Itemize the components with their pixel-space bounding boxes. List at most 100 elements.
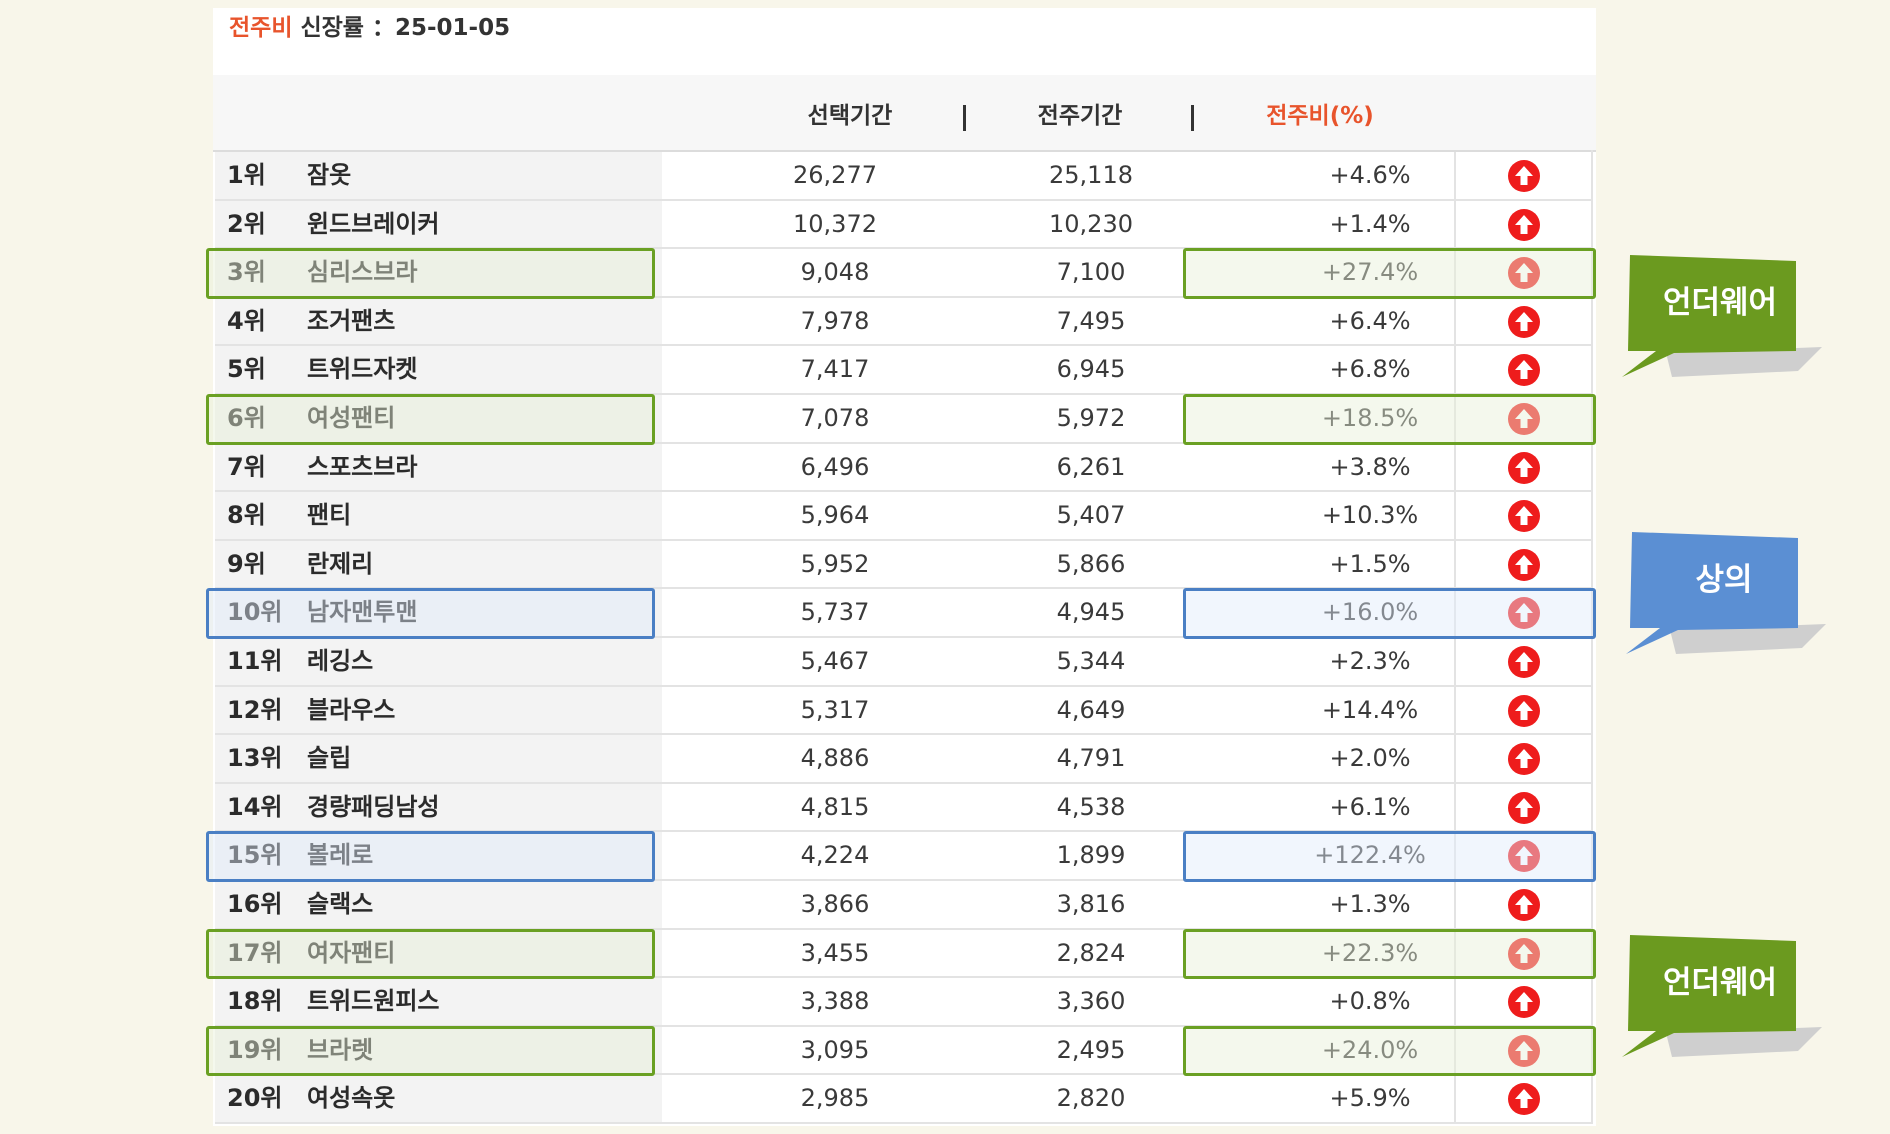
table-row[interactable]: 9위 란제리 5,952 5,866 +1.5% — [215, 540, 1592, 590]
table-row[interactable]: 8위 팬티 5,964 5,407 +10.3% — [215, 492, 1592, 541]
keyword-label[interactable]: 조거팬츠 — [307, 306, 396, 335]
keyword-label[interactable]: 윈드브레이커 — [307, 209, 440, 238]
previous-period-value: 7,495 — [1056, 306, 1126, 335]
week-over-week-value: +6.8% — [1329, 355, 1411, 384]
keyword-cell: 17위 여자팬티 — [215, 929, 662, 977]
table-row[interactable]: 4위 조거팬츠 7,978 7,495 +6.4% — [215, 297, 1592, 347]
selected-period-value: 2,985 — [800, 1084, 870, 1113]
keyword-label[interactable]: 브라렛 — [307, 1035, 374, 1064]
column-header-selected[interactable]: 선택기간 — [807, 103, 893, 129]
keyword-label[interactable]: 트위드원피스 — [307, 987, 440, 1016]
keyword-label[interactable]: 스포츠브라 — [307, 452, 418, 481]
keyword-cell: 6위 여성팬티 — [215, 394, 662, 442]
keyword-cell: 7위 스포츠브라 — [215, 443, 662, 491]
arrow-up-circle-icon — [1508, 402, 1540, 435]
keyword-label[interactable]: 여성팬티 — [307, 403, 396, 432]
previous-period-value: 2,820 — [1056, 1084, 1126, 1113]
previous-period-value: 4,538 — [1056, 792, 1126, 821]
arrow-up-circle-icon — [1508, 500, 1540, 533]
selected-period-value: 3,095 — [800, 1035, 870, 1064]
table-row[interactable]: 19위 브라렛 3,095 2,495 +24.0% — [215, 1026, 1592, 1076]
keyword-label[interactable]: 남자맨투맨 — [307, 598, 418, 627]
arrow-up-circle-icon — [1508, 1034, 1540, 1067]
table-row[interactable]: 12위 블라우스 5,317 4,649 +14.4% — [215, 686, 1592, 736]
week-over-week-value: +1.4% — [1329, 209, 1411, 238]
rank-label: 6위 — [227, 403, 266, 432]
keyword-label[interactable]: 팬티 — [307, 501, 352, 530]
week-over-week-value: +24.0% — [1321, 1035, 1419, 1064]
keyword-label[interactable]: 볼레로 — [307, 841, 374, 870]
keyword-label[interactable]: 여자팬티 — [307, 938, 396, 967]
previous-period-value: 5,344 — [1056, 646, 1126, 675]
rank-label: 18위 — [227, 987, 283, 1016]
arrow-up-circle-icon — [1508, 791, 1540, 824]
week-over-week-value: +1.3% — [1329, 889, 1411, 918]
table-row[interactable]: 11위 레깅스 5,467 5,344 +2.3% — [215, 637, 1592, 687]
week-over-week-value: +27.4% — [1321, 258, 1419, 287]
table-row[interactable]: 16위 슬랙스 3,866 3,816 +1.3% — [215, 880, 1592, 930]
week-over-week-value: +22.3% — [1321, 938, 1419, 967]
table-row[interactable]: 3위 심리스브라 9,048 7,100 +27.4% — [215, 249, 1592, 298]
green-highlight-box — [206, 1025, 655, 1077]
trend-cell — [1454, 880, 1592, 928]
table-row[interactable]: 5위 트위드자켓 7,417 6,945 +6.8% — [215, 346, 1592, 395]
table-row[interactable]: 10위 남자맨투맨 5,737 4,945 +16.0% — [215, 589, 1592, 638]
report-title-accent: 전주비 — [229, 15, 293, 41]
table-row[interactable]: 18위 트위드원피스 3,388 3,360 +0.8% — [215, 978, 1592, 1027]
callout-bubble — [1626, 532, 1826, 654]
keyword-label[interactable]: 여성속옷 — [307, 1084, 396, 1113]
selected-period-value: 5,737 — [800, 598, 870, 627]
table-row[interactable]: 6위 여성팬티 7,078 5,972 +18.5% — [215, 394, 1592, 444]
keyword-cell: 9위 란제리 — [215, 540, 662, 588]
column-header-previous[interactable]: 전주기간 — [1037, 103, 1123, 129]
keyword-cell: 1위 잠옷 — [215, 152, 662, 199]
keyword-label[interactable]: 블라우스 — [307, 695, 396, 724]
rank-label: 10위 — [227, 598, 283, 627]
table-row[interactable]: 14위 경량패딩남성 4,815 4,538 +6.1% — [215, 783, 1592, 833]
table-header — [213, 75, 1596, 152]
keyword-cell: 15위 볼레로 — [215, 832, 662, 879]
ranking-table: 1위 잠옷 26,277 25,118 +4.6% 2위 윈드브레이커 10,372 10,23… — [215, 152, 1592, 1124]
trend-cell — [1454, 686, 1592, 734]
selected-period-value: 3,866 — [800, 889, 870, 918]
table-row[interactable]: 20위 여성속옷 2,985 2,820 +5.9% — [215, 1075, 1592, 1124]
rank-label: 3위 — [227, 258, 266, 287]
arrow-up-circle-icon — [1508, 451, 1540, 484]
trend-cell — [1454, 637, 1592, 685]
keyword-label[interactable]: 슬립 — [307, 744, 352, 773]
keyword-label[interactable]: 레깅스 — [307, 646, 374, 675]
table-row[interactable]: 7위 스포츠브라 6,496 6,261 +3.8% — [215, 443, 1592, 493]
trend-cell — [1454, 540, 1592, 588]
rank-label: 9위 — [227, 549, 266, 578]
week-over-week-value: +2.3% — [1329, 646, 1411, 675]
previous-period-value: 4,649 — [1056, 695, 1126, 724]
selected-period-value: 5,964 — [800, 501, 870, 530]
table-row[interactable]: 2위 윈드브레이커 10,372 10,230 +1.4% — [215, 200, 1592, 250]
keyword-cell: 3위 심리스브라 — [215, 249, 662, 296]
trend-cell — [1454, 589, 1592, 636]
trend-cell — [1454, 832, 1592, 879]
keyword-cell: 4위 조거팬츠 — [215, 297, 662, 345]
keyword-label[interactable]: 경량패딩남성 — [307, 792, 440, 821]
week-over-week-value: +16.0% — [1321, 598, 1419, 627]
keyword-label[interactable]: 트위드자켓 — [307, 355, 418, 384]
trend-cell — [1454, 783, 1592, 831]
table-row[interactable]: 15위 볼레로 4,224 1,899 +122.4% — [215, 832, 1592, 881]
trend-cell — [1454, 152, 1592, 199]
blue-highlight-box — [1183, 831, 1596, 882]
selected-period-value: 6,496 — [800, 452, 870, 481]
selected-period-value: 5,317 — [800, 695, 870, 724]
trend-cell — [1454, 1026, 1592, 1074]
keyword-label[interactable]: 심리스브라 — [307, 258, 418, 287]
rank-label: 7위 — [227, 452, 266, 481]
week-over-week-value: +18.5% — [1321, 403, 1419, 432]
table-row[interactable]: 1위 잠옷 26,277 25,118 +4.6% — [215, 152, 1592, 201]
table-row[interactable]: 17위 여자팬티 3,455 2,824 +22.3% — [215, 929, 1592, 979]
table-row[interactable]: 13위 슬립 4,886 4,791 +2.0% — [215, 735, 1592, 784]
keyword-label[interactable]: 란제리 — [307, 549, 374, 578]
column-header-ratio[interactable]: 전주비(%) — [1266, 103, 1374, 129]
week-over-week-value: +3.8% — [1329, 452, 1411, 481]
report-title-rest: 신장률 ：25-01-05 — [292, 15, 511, 41]
keyword-label[interactable]: 슬랙스 — [307, 889, 374, 918]
keyword-label[interactable]: 잠옷 — [307, 161, 352, 189]
